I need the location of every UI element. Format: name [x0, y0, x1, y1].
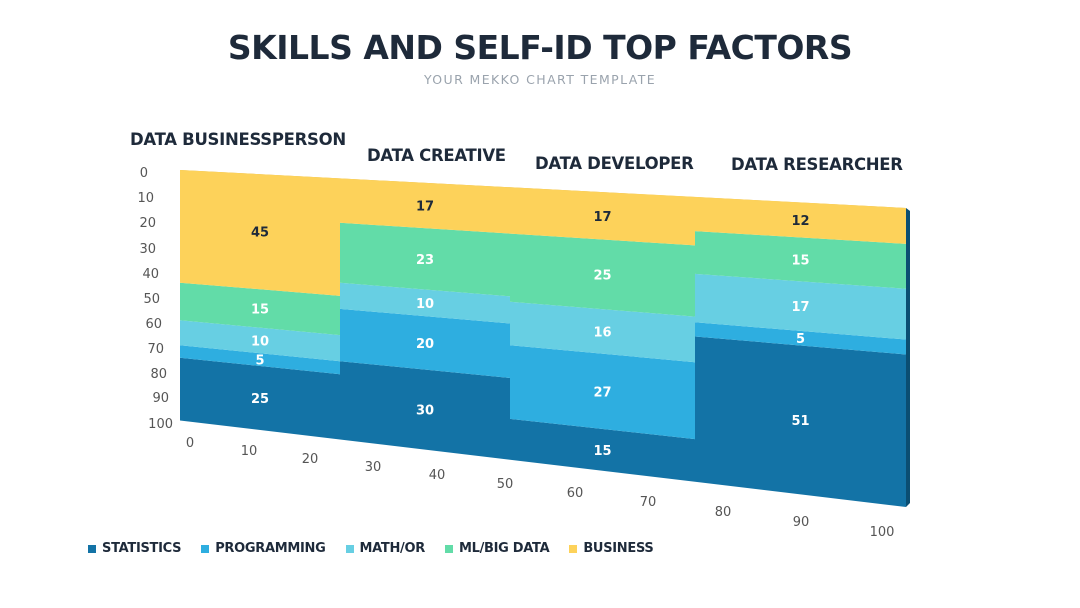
legend-swatch-programming	[201, 544, 210, 553]
segment-ml-big-data-developer	[510, 233, 695, 317]
x-tick-label: 30	[365, 460, 382, 475]
x-tick-label: 80	[715, 505, 732, 520]
x-tick-label: 10	[241, 444, 258, 459]
value-label-ml-big-data-developer: 25	[593, 268, 611, 283]
segment-programming-researcher	[695, 322, 906, 355]
segment-statistics-businessperson	[180, 357, 340, 440]
legend-item-business: BUSINESS	[569, 541, 654, 556]
x-tick-label: 20	[302, 452, 319, 467]
value-label-statistics-businessperson: 25	[251, 392, 269, 407]
value-label-math-or-creative: 10	[416, 297, 434, 312]
value-label-business-businessperson: 45	[251, 226, 269, 241]
legend-item-math-or: MATH/OR	[345, 541, 426, 556]
segment-statistics-researcher	[695, 336, 906, 507]
segment-math-or-developer	[510, 301, 695, 363]
segment-programming-developer	[510, 345, 695, 440]
y-tick-label: 90	[152, 391, 169, 406]
y-tick-label: 100	[148, 417, 173, 432]
value-label-ml-big-data-creative: 23	[416, 253, 434, 268]
value-label-math-or-businessperson: 10	[251, 335, 269, 350]
y-tick-label: 60	[145, 317, 162, 332]
chart-subtitle: YOUR MEKKO CHART TEMPLATE	[423, 72, 657, 87]
segment-ml-big-data-researcher	[695, 231, 906, 289]
segment-programming-businessperson	[180, 345, 340, 375]
value-label-math-or-developer: 16	[593, 326, 611, 341]
y-tick-label: 30	[139, 242, 156, 257]
legend-item-ml-big-data: ML/BIG DATA	[444, 541, 550, 556]
y-tick-label: 0	[140, 166, 148, 181]
value-label-math-or-researcher: 17	[791, 300, 809, 315]
chart-title: SKILLS AND SELF-ID TOP FACTORS	[227, 28, 853, 67]
legend-label-statistics: STATISTICS	[102, 541, 182, 556]
segment-programming-creative	[340, 308, 510, 378]
legend-swatch-statistics	[88, 544, 96, 553]
legend-label-math-or: MATH/OR	[359, 541, 426, 556]
legend-item-statistics: STATISTICS	[88, 541, 182, 556]
segment-business-developer	[510, 187, 695, 246]
legend-swatch-business	[569, 544, 578, 553]
y-tick-label: 10	[137, 191, 154, 206]
category-label-businessperson: DATA BUSINESSPERSON	[130, 130, 346, 149]
segment-ml-big-data-creative	[340, 222, 510, 297]
x-tick-label: 90	[793, 515, 810, 530]
category-label-researcher: DATA RESEARCHER	[731, 155, 903, 174]
y-tick-label: 20	[139, 216, 156, 231]
right-side-face	[906, 208, 910, 507]
value-label-business-researcher: 12	[791, 214, 809, 229]
value-label-business-developer: 17	[593, 210, 611, 225]
value-label-programming-researcher: 5	[796, 332, 805, 347]
value-label-statistics-creative: 30	[416, 404, 434, 419]
value-label-business-creative: 17	[416, 200, 434, 215]
value-label-statistics-developer: 15	[593, 444, 611, 459]
segment-business-researcher	[695, 196, 906, 244]
segment-math-or-creative	[340, 282, 510, 324]
value-label-ml-big-data-businessperson: 15	[251, 303, 269, 318]
y-tick-label: 70	[147, 342, 164, 357]
segment-statistics-creative	[340, 361, 510, 460]
segment-business-creative	[340, 178, 510, 234]
legend-label-ml-big-data: ML/BIG DATA	[458, 541, 550, 556]
x-tick-label: 40	[429, 468, 446, 483]
category-label-creative: DATA CREATIVE	[367, 146, 506, 165]
y-tick-label: 40	[142, 267, 159, 282]
x-tick-label: 100	[870, 525, 895, 540]
legend-label-business: BUSINESS	[583, 541, 654, 556]
legend-swatch-math-or	[345, 544, 354, 553]
legend-swatch-ml-big-data	[444, 544, 453, 553]
category-label-developer: DATA DEVELOPER	[535, 154, 694, 173]
segment-math-or-researcher	[695, 273, 906, 340]
x-tick-label: 60	[567, 486, 584, 501]
legend-item-programming: PROGRAMMING	[201, 541, 326, 556]
segment-math-or-businessperson	[180, 320, 340, 362]
x-tick-label: 50	[497, 477, 514, 492]
value-label-programming-developer: 27	[593, 385, 611, 400]
legend-label-programming: PROGRAMMING	[215, 541, 326, 556]
value-label-programming-businessperson: 5	[255, 354, 264, 369]
value-label-programming-creative: 20	[416, 337, 434, 352]
segment-statistics-developer	[510, 418, 695, 482]
value-label-statistics-researcher: 51	[791, 414, 809, 429]
x-tick-label: 0	[186, 436, 194, 451]
segment-business-businessperson	[180, 170, 340, 296]
value-label-ml-big-data-researcher: 15	[791, 253, 809, 268]
y-tick-label: 50	[143, 292, 160, 307]
x-tick-label: 70	[640, 495, 657, 510]
y-tick-label: 80	[150, 367, 167, 382]
segment-ml-big-data-businessperson	[180, 282, 340, 336]
legend: STATISTICS PROGRAMMING MATH/OR ML/BIG DA…	[88, 541, 654, 556]
